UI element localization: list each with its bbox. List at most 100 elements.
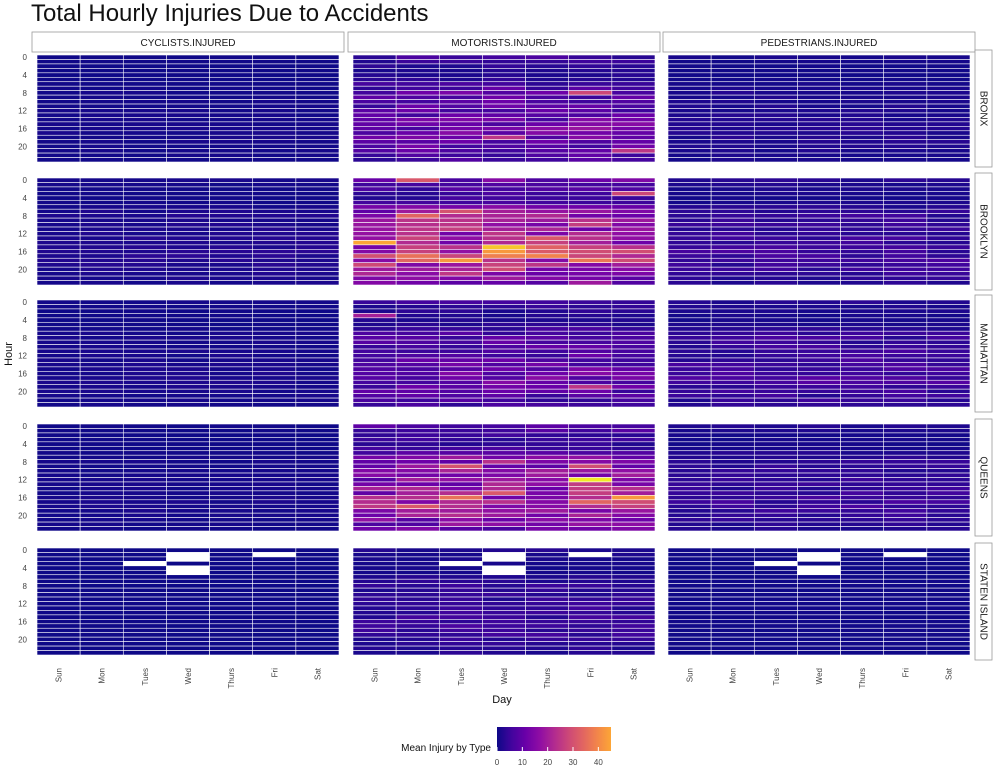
heat-cell	[482, 112, 526, 118]
heat-cell	[482, 317, 526, 323]
heat-cell	[438, 619, 483, 625]
heat-cell	[667, 619, 712, 625]
heat-cell	[166, 222, 210, 228]
heat-cell	[883, 204, 928, 210]
heat-cell	[252, 508, 297, 514]
heat-cell	[79, 592, 124, 598]
heat-cell	[667, 499, 712, 505]
heat-cell	[840, 619, 885, 625]
heat-cell	[883, 177, 928, 183]
heat-cell	[252, 596, 297, 602]
heat-cell	[753, 366, 798, 372]
heat-cell	[352, 94, 397, 100]
heat-cell	[883, 126, 928, 132]
heat-cell	[753, 636, 798, 642]
heat-cell	[352, 357, 397, 363]
heat-cell	[295, 126, 340, 132]
heat-cell	[122, 280, 167, 286]
heat-cell	[438, 650, 483, 656]
heat-cell	[122, 139, 167, 145]
heat-cell	[840, 490, 885, 496]
heat-cell	[710, 63, 755, 69]
heat-cell	[166, 126, 210, 132]
heat-cell	[753, 271, 798, 277]
heat-cell	[568, 335, 613, 341]
heat-cell	[883, 353, 928, 359]
heat-cell	[438, 393, 483, 399]
heat-cell	[926, 362, 971, 368]
heat-cell	[295, 280, 340, 286]
heat-cell	[36, 521, 81, 527]
heat-cell	[525, 266, 570, 272]
y-tick-label: 16	[18, 125, 27, 134]
heat-cell	[525, 59, 570, 65]
heat-cell	[122, 526, 167, 532]
heat-cell	[352, 512, 397, 518]
heat-cell	[395, 76, 440, 83]
heat-cell	[840, 177, 885, 183]
heat-cell	[252, 477, 297, 483]
heat-cell	[438, 348, 483, 354]
heat-cell	[295, 117, 340, 123]
heat-cell	[122, 569, 167, 576]
heat-cell	[611, 384, 656, 390]
heat-cell	[395, 388, 440, 394]
heat-cell	[295, 592, 340, 598]
heat-cell	[611, 521, 656, 527]
heat-cell	[611, 605, 656, 611]
heat-cell	[710, 262, 755, 268]
heat-cell	[840, 126, 885, 132]
heat-cell	[352, 561, 397, 567]
heat-cell	[295, 384, 340, 390]
heat-cell	[482, 437, 526, 443]
heat-cell	[352, 308, 397, 314]
legend-tick-label: 30	[569, 758, 578, 767]
heat-cell	[667, 481, 712, 487]
heat-cell	[753, 432, 798, 438]
heat-cell	[840, 344, 885, 350]
heat-cell	[667, 636, 712, 642]
heat-cell	[797, 257, 841, 264]
heat-cell	[252, 650, 297, 656]
heat-cell	[710, 428, 755, 434]
heat-cell	[438, 428, 483, 434]
heat-cell	[79, 481, 124, 487]
heat-cell	[36, 335, 81, 341]
heat-cell	[840, 262, 885, 268]
heat-cell	[36, 280, 81, 286]
heat-cell	[482, 605, 526, 611]
heat-cell	[252, 357, 297, 363]
heat-cell	[36, 388, 81, 394]
heat-cell	[797, 262, 841, 268]
heat-cell	[611, 177, 656, 183]
heat-cell	[926, 503, 971, 510]
heat-cell	[122, 76, 167, 83]
heat-cell	[79, 208, 124, 214]
heat-cell	[883, 112, 928, 118]
heat-cell	[926, 375, 971, 381]
heat-cell	[611, 481, 656, 487]
heat-cell	[525, 526, 570, 532]
heat-cell	[883, 574, 928, 580]
heat-cell	[525, 486, 570, 492]
heat-cell	[482, 521, 526, 527]
heat-cell	[568, 423, 613, 429]
heat-cell	[797, 601, 841, 607]
heat-cell	[926, 610, 971, 616]
heat-cell	[295, 441, 340, 447]
heat-cell	[352, 605, 397, 611]
heat-cell	[482, 499, 526, 505]
heat-cell	[710, 645, 755, 651]
heat-cell	[438, 182, 483, 188]
heat-cell	[295, 182, 340, 188]
heat-cell	[79, 503, 124, 510]
heat-cell	[710, 335, 755, 341]
heat-cell	[482, 68, 526, 74]
heat-cell	[926, 583, 971, 589]
heat-cell	[352, 610, 397, 616]
heat-cell	[883, 240, 928, 246]
heat-cell	[166, 81, 210, 87]
heat-cell	[525, 556, 570, 562]
heat-cell	[840, 143, 885, 149]
heat-cell	[840, 326, 885, 332]
